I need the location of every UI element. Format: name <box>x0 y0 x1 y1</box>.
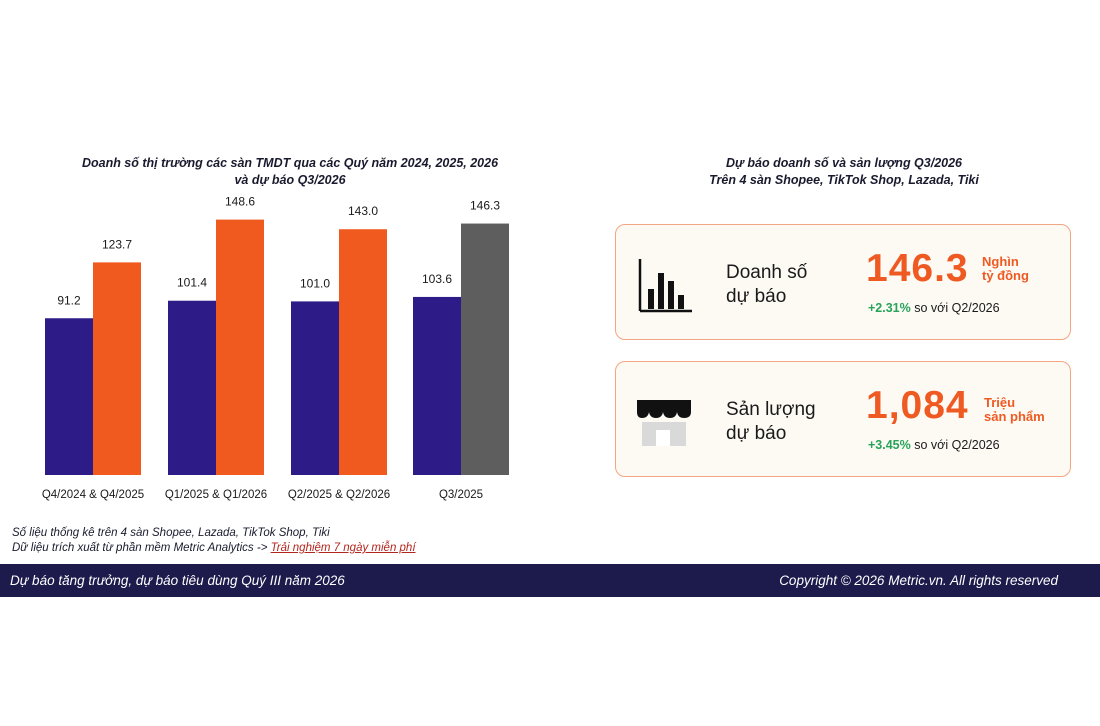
data-label-3-0: 103.6 <box>422 272 452 286</box>
free-trial-link[interactable]: Trải nghiệm 7 ngày miễn phí <box>270 542 416 554</box>
x-tick-label-0: Q4/2024 & Q4/2025 <box>42 489 144 501</box>
revenue-change-text: so với Q2/2026 <box>910 301 1000 315</box>
data-label-3-1: 146.3 <box>470 199 500 213</box>
bar-3-0 <box>413 296 461 475</box>
chart-title-line1: Doanh số thị trường các sàn TMDT qua các… <box>81 156 499 170</box>
revenue-value: 146.3 <box>866 247 969 290</box>
revenue-forecast-card: Doanh số dự báo 146.3 Nghìn tỷ đồng +2.3… <box>615 224 1071 340</box>
data-label-1-0: 101.4 <box>177 276 207 290</box>
bar-1-0 <box>168 300 216 475</box>
x-tick-label-1: Q1/2025 & Q1/2026 <box>165 489 267 501</box>
forecast-title: Dự báo doanh số và sản lượng Q3/2026 Trê… <box>615 155 1073 189</box>
bar-1-1 <box>216 219 264 475</box>
revenue-unit-line1: Nghìn <box>982 254 1019 269</box>
source-note-line1: Số liệu thống kê trên 4 sàn Shopee, Laza… <box>12 527 330 539</box>
bar-0-0 <box>45 318 93 475</box>
source-notes: Số liệu thống kê trên 4 sàn Shopee, Laza… <box>12 526 416 556</box>
revenue-change-pct: +2.31% <box>868 301 911 315</box>
forecast-title-line1: Dự báo doanh số và sản lượng Q3/2026 <box>725 156 963 170</box>
volume-unit-line1: Triệu <box>984 395 1016 410</box>
volume-change-text: so với Q2/2026 <box>910 438 1000 452</box>
revenue-label-line1: Doanh số <box>726 262 808 283</box>
footer-left-text: Dự báo tăng trưởng, dự báo tiêu dùng Quý… <box>10 573 345 588</box>
bar-2-0 <box>291 301 339 475</box>
volume-label-line2: dự báo <box>726 423 787 444</box>
x-tick-label-2: Q2/2025 & Q2/2026 <box>288 489 390 501</box>
volume-change-pct: +3.45% <box>868 438 911 452</box>
source-note-prefix: Dữ liệu trích xuất từ phần mềm Metric An… <box>12 542 271 554</box>
data-label-2-1: 143.0 <box>348 204 378 218</box>
data-label-2-0: 101.0 <box>300 276 330 290</box>
data-label-0-0: 91.2 <box>57 293 81 307</box>
forecast-title-line2: Trên 4 sàn Shopee, TikTok Shop, Lazada, … <box>709 173 979 187</box>
data-label-1-1: 148.6 <box>225 195 255 209</box>
bar-2-1 <box>339 229 387 475</box>
volume-change: +3.45% so với Q2/2026 <box>868 438 1000 452</box>
volume-unit: Triệu sản phẩm <box>984 396 1045 424</box>
source-note-line2: Dữ liệu trích xuất từ phần mềm Metric An… <box>12 541 416 556</box>
bar-3-1 <box>461 223 509 475</box>
revenue-unit: Nghìn tỷ đồng <box>982 255 1029 283</box>
bar-chart: 91.2 123.7 Q4/2024 & Q4/2025 101.4 148.6 Q1/2… <box>42 195 509 501</box>
bar-0-1 <box>93 262 141 475</box>
volume-value: 1,084 <box>866 384 969 427</box>
volume-label-line1: Sản lượng <box>726 399 816 420</box>
volume-label: Sản lượng dự báo <box>726 398 816 446</box>
x-tick-label-3: Q3/2025 <box>439 489 483 501</box>
store-icon <box>637 400 691 446</box>
volume-forecast-card: Sản lượng dự báo 1,084 Triệu sản phẩm +3… <box>615 361 1071 477</box>
footer-bar: Dự báo tăng trưởng, dự báo tiêu dùng Quý… <box>0 564 1100 597</box>
bar-chart-icon <box>638 259 692 313</box>
revenue-label: Doanh số dự báo <box>726 261 807 309</box>
revenue-unit-line2: tỷ đồng <box>982 268 1029 283</box>
chart-title-line2: và dự báo Q3/2026 <box>234 173 346 187</box>
data-label-0-1: 123.7 <box>102 237 132 251</box>
volume-unit-line2: sản phẩm <box>984 409 1045 424</box>
chart-title: Doanh số thị trường các sàn TMDT qua các… <box>40 155 540 189</box>
footer-copyright: Copyright © 2026 Metric.vn. All rights r… <box>779 573 1058 588</box>
revenue-change: +2.31% so với Q2/2026 <box>868 301 1000 315</box>
revenue-label-line2: dự báo <box>726 286 787 307</box>
